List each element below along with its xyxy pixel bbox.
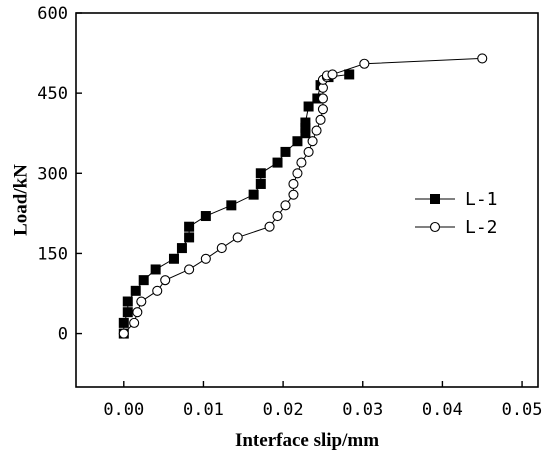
x-tick-label: 0.00: [103, 400, 144, 420]
data-point-square: [130, 285, 141, 296]
data-point-circle: [311, 125, 322, 136]
legend-marker: [429, 221, 441, 233]
data-point-square: [344, 69, 355, 80]
data-point-square: [168, 253, 179, 264]
series-line: [123, 57, 483, 334]
data-point-circle: [216, 243, 227, 254]
series-l-2: [118, 53, 488, 339]
legend-item-l-1: L-1: [415, 189, 498, 210]
data-point-circle: [160, 275, 171, 286]
data-point-square: [118, 317, 129, 328]
data-point-circle: [118, 328, 129, 339]
data-point-square: [303, 101, 314, 112]
data-point-square: [300, 117, 311, 128]
data-point-square: [280, 146, 291, 157]
legend-item-l-2: L-2: [415, 217, 498, 238]
data-point-circle: [288, 189, 299, 200]
data-point-circle: [317, 93, 328, 104]
x-axis-label: Interface slip/mm: [235, 430, 379, 451]
x-tick-label: 0.01: [183, 400, 224, 420]
y-axis-label: Load/kN: [10, 164, 31, 236]
data-point-circle: [184, 264, 195, 275]
data-point-circle: [307, 136, 318, 147]
data-point-circle: [272, 210, 283, 222]
data-point-square: [150, 264, 161, 275]
data-point-circle: [136, 296, 147, 307]
data-point-square: [184, 232, 195, 243]
data-point-square: [176, 243, 187, 254]
data-point-circle: [280, 200, 291, 211]
data-point-square: [292, 136, 303, 147]
data-point-square: [226, 200, 237, 211]
y-axis-ticks: 0 150 300 450 600: [37, 4, 82, 345]
y-tick-label: 150: [37, 244, 68, 264]
data-point-circle: [317, 104, 328, 115]
x-tick-label: 0.04: [422, 400, 463, 420]
data-point-square: [255, 168, 266, 179]
data-point-circle: [296, 157, 307, 168]
data-point-circle: [359, 58, 370, 69]
data-point-square: [138, 275, 149, 286]
data-point-circle: [292, 168, 303, 179]
series-layer: [118, 53, 488, 339]
data-point-circle: [232, 232, 243, 243]
data-point-circle: [477, 53, 488, 64]
data-point-square: [184, 221, 195, 232]
y-tick-label: 600: [37, 4, 68, 24]
data-point-circle: [288, 178, 299, 190]
x-tick-label: 0.05: [502, 400, 543, 420]
legend: L-1L-2: [415, 189, 498, 238]
x-axis-ticks: 0.00 0.01 0.02 0.03 0.04 0.05: [103, 381, 543, 420]
data-point-circle: [152, 285, 163, 296]
legend-label: L-1: [465, 189, 498, 210]
legend-marker: [430, 194, 440, 204]
data-point-square: [122, 296, 133, 307]
data-point-circle: [200, 253, 211, 264]
y-tick-label: 300: [37, 164, 68, 184]
plot-frame: [75, 12, 539, 388]
x-tick-label: 0.02: [263, 400, 304, 420]
y-tick-label: 450: [37, 84, 68, 104]
data-point-circle: [264, 221, 275, 232]
data-point-circle: [315, 114, 326, 125]
data-point-circle: [303, 146, 314, 157]
x-tick-label: 0.03: [342, 400, 383, 420]
data-point-circle: [129, 317, 140, 328]
data-point-circle: [132, 307, 143, 318]
data-point-square: [272, 157, 283, 168]
data-point-square: [255, 178, 266, 189]
data-point-square: [200, 211, 211, 222]
y-tick-label: 0: [58, 325, 68, 345]
data-point-circle: [327, 69, 338, 80]
data-point-square: [122, 307, 133, 318]
legend-label: L-2: [465, 217, 498, 238]
data-point-square: [248, 189, 259, 200]
